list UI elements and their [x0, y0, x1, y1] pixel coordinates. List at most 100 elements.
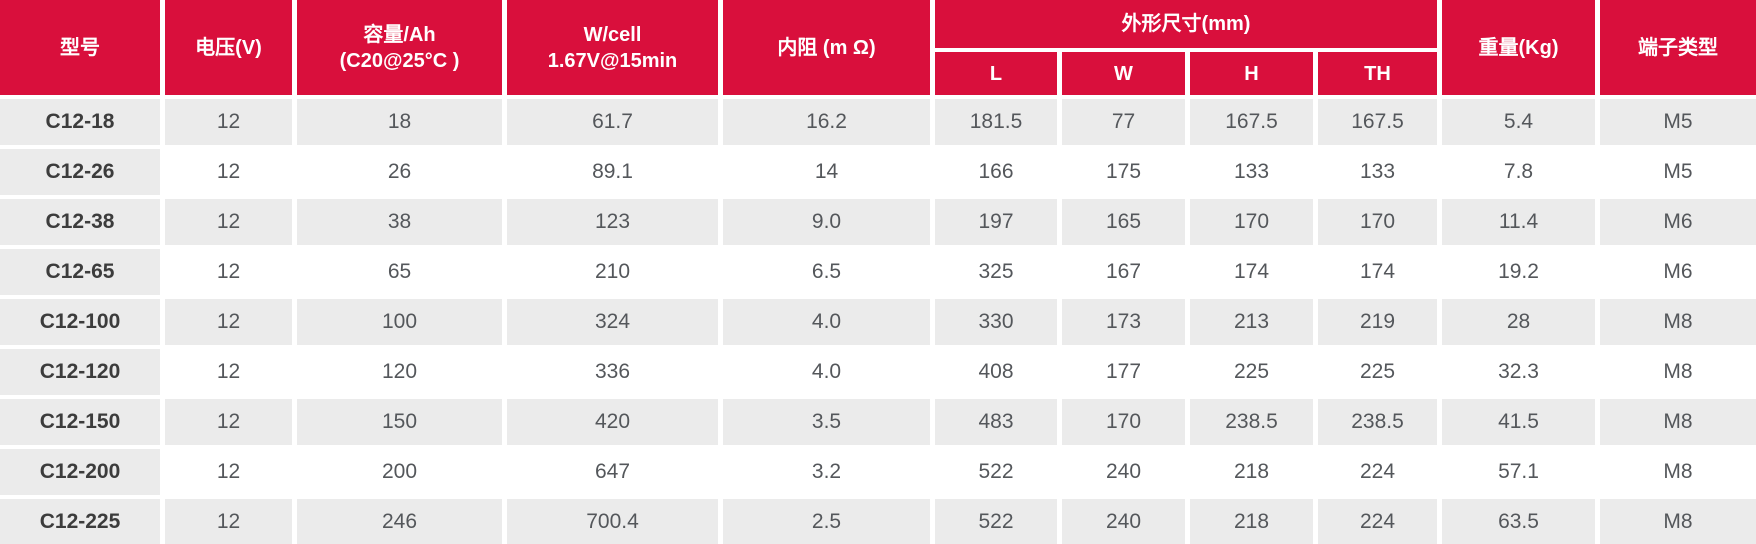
- cell-dim-th: 219: [1318, 299, 1437, 345]
- cell-weight: 7.8: [1442, 149, 1595, 195]
- cell-dim-th: 224: [1318, 449, 1437, 495]
- cell-dim-h: 133: [1190, 149, 1313, 195]
- cell-resistance: 4.0: [723, 299, 930, 345]
- cell-voltage: 12: [165, 499, 292, 544]
- cell-resistance: 16.2: [723, 99, 930, 145]
- cell-dim-w: 175: [1062, 149, 1185, 195]
- cell-voltage: 12: [165, 399, 292, 445]
- cell-dim-h: 218: [1190, 499, 1313, 544]
- cell-dim-l: 522: [935, 449, 1057, 495]
- cell-dim-l: 408: [935, 349, 1057, 395]
- cell-dim-w: 240: [1062, 449, 1185, 495]
- cell-capacity: 38: [297, 199, 502, 245]
- header-capacity-line1: 容量/Ah: [363, 23, 436, 46]
- cell-weight: 57.1: [1442, 449, 1595, 495]
- cell-weight: 28: [1442, 299, 1595, 345]
- header-resistance: 内阻 (m Ω): [723, 0, 930, 95]
- cell-voltage: 12: [165, 449, 292, 495]
- cell-capacity: 150: [297, 399, 502, 445]
- cell-voltage: 12: [165, 349, 292, 395]
- cell-dim-h: 167.5: [1190, 99, 1313, 145]
- cell-dim-w: 165: [1062, 199, 1185, 245]
- cell-dim-l: 166: [935, 149, 1057, 195]
- cell-model: C12-38: [0, 199, 160, 245]
- cell-model: C12-150: [0, 399, 160, 445]
- cell-dim-th: 170: [1318, 199, 1437, 245]
- cell-terminal: M6: [1600, 249, 1756, 295]
- header-dim-l: L: [935, 52, 1057, 95]
- header-wcell-line1: W/cell: [583, 23, 642, 46]
- cell-dim-th: 224: [1318, 499, 1437, 544]
- cell-wcell: 700.4: [507, 499, 718, 544]
- cell-dim-th: 225: [1318, 349, 1437, 395]
- cell-dim-h: 225: [1190, 349, 1313, 395]
- cell-weight: 5.4: [1442, 99, 1595, 145]
- cell-dim-h: 170: [1190, 199, 1313, 245]
- header-model: 型号: [0, 0, 160, 95]
- cell-dim-l: 325: [935, 249, 1057, 295]
- cell-terminal: M8: [1600, 449, 1756, 495]
- cell-resistance: 3.2: [723, 449, 930, 495]
- header-capacity-line2: (C20@25°C ): [339, 49, 460, 72]
- cell-terminal: M8: [1600, 299, 1756, 345]
- header-dim-th: TH: [1318, 52, 1437, 95]
- cell-voltage: 12: [165, 299, 292, 345]
- header-weight: 重量(Kg): [1442, 0, 1595, 95]
- header-dim-w: W: [1062, 52, 1185, 95]
- header-wcell-line2: 1.67V@15min: [547, 49, 678, 72]
- cell-dim-w: 167: [1062, 249, 1185, 295]
- cell-capacity: 200: [297, 449, 502, 495]
- cell-dim-w: 77: [1062, 99, 1185, 145]
- header-dimensions: 外形尺寸(mm): [935, 0, 1437, 48]
- cell-dim-th: 238.5: [1318, 399, 1437, 445]
- cell-model: C12-100: [0, 299, 160, 345]
- cell-capacity: 246: [297, 499, 502, 544]
- cell-dim-l: 522: [935, 499, 1057, 544]
- cell-terminal: M5: [1600, 149, 1756, 195]
- header-dim-h: H: [1190, 52, 1313, 95]
- cell-dim-w: 170: [1062, 399, 1185, 445]
- cell-wcell: 61.7: [507, 99, 718, 145]
- cell-dim-h: 238.5: [1190, 399, 1313, 445]
- cell-wcell: 420: [507, 399, 718, 445]
- cell-terminal: M6: [1600, 199, 1756, 245]
- cell-dim-th: 167.5: [1318, 99, 1437, 145]
- cell-model: C12-18: [0, 99, 160, 145]
- cell-resistance: 2.5: [723, 499, 930, 544]
- cell-model: C12-200: [0, 449, 160, 495]
- header-terminal: 端子类型: [1600, 0, 1756, 95]
- cell-resistance: 9.0: [723, 199, 930, 245]
- cell-model: C12-225: [0, 499, 160, 544]
- cell-voltage: 12: [165, 149, 292, 195]
- cell-wcell: 89.1: [507, 149, 718, 195]
- cell-weight: 19.2: [1442, 249, 1595, 295]
- cell-dim-l: 181.5: [935, 99, 1057, 145]
- cell-model: C12-26: [0, 149, 160, 195]
- cell-capacity: 18: [297, 99, 502, 145]
- cell-model: C12-120: [0, 349, 160, 395]
- cell-resistance: 3.5: [723, 399, 930, 445]
- cell-dim-w: 173: [1062, 299, 1185, 345]
- cell-weight: 41.5: [1442, 399, 1595, 445]
- cell-terminal: M8: [1600, 349, 1756, 395]
- cell-resistance: 6.5: [723, 249, 930, 295]
- cell-dim-l: 197: [935, 199, 1057, 245]
- cell-terminal: M8: [1600, 499, 1756, 544]
- cell-wcell: 647: [507, 449, 718, 495]
- cell-resistance: 4.0: [723, 349, 930, 395]
- cell-capacity: 65: [297, 249, 502, 295]
- cell-dim-h: 218: [1190, 449, 1313, 495]
- cell-dim-w: 177: [1062, 349, 1185, 395]
- header-capacity: 容量/Ah (C20@25°C ): [297, 0, 502, 95]
- cell-wcell: 324: [507, 299, 718, 345]
- header-voltage: 电压(V): [165, 0, 292, 95]
- cell-wcell: 210: [507, 249, 718, 295]
- cell-model: C12-65: [0, 249, 160, 295]
- cell-terminal: M8: [1600, 399, 1756, 445]
- cell-voltage: 12: [165, 99, 292, 145]
- header-wcell: W/cell 1.67V@15min: [507, 0, 718, 95]
- cell-dim-th: 174: [1318, 249, 1437, 295]
- cell-weight: 32.3: [1442, 349, 1595, 395]
- cell-wcell: 336: [507, 349, 718, 395]
